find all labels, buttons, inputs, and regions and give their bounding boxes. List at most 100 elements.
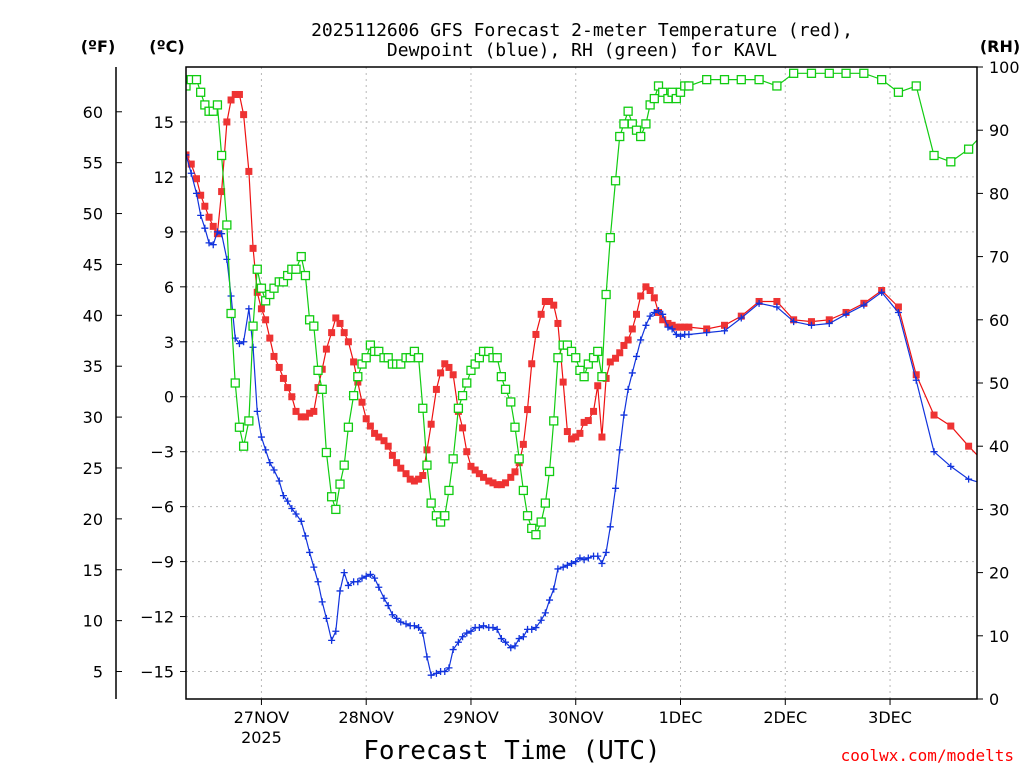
rh-point [196,87,206,97]
temperature-point [471,466,479,474]
temperature-point [894,303,902,311]
temperature-point [322,345,330,353]
dewpoint-point [677,332,685,340]
dewpoint-point [332,627,340,635]
rh-point [514,454,524,464]
dewpoint-point [511,642,519,650]
dewpoint-point [659,310,667,318]
temperature-point [624,336,632,344]
series-layer [186,68,977,679]
rh-point [462,378,472,388]
rh-point [623,106,633,116]
x-tick-label: 3DEC [868,708,912,727]
rh-point [510,422,520,432]
rh-point [571,353,581,363]
dewpoint-point [245,305,253,313]
c-tick-label: 15 [154,113,174,132]
rh-tick-label: 60 [989,311,1009,330]
temperature-point [201,202,209,210]
rh-point [946,157,956,167]
dewpoint-point [598,559,606,567]
rh-point [518,485,529,496]
dewpoint-point [344,581,352,589]
rh-point [191,74,202,85]
temperature-point [912,371,920,379]
dewpoint-point [489,624,497,632]
f-tick-label: 60 [83,103,103,122]
dewpoint-point [646,312,654,320]
temperature-point [419,472,427,480]
rh-point [877,74,887,85]
temperature-point [336,319,344,327]
rh-point [326,492,337,502]
temperature-point [681,323,689,331]
rh-point [300,270,311,281]
temperature-point [947,422,955,430]
dewpoint-point [755,299,763,307]
x-tick-label: 27NOV [234,708,290,727]
temperature-point [493,481,501,489]
rh-tick-label: 80 [989,184,1009,203]
rh-point [413,353,424,363]
temperature-point [584,417,592,425]
rh-point [291,264,301,274]
dewpoint-point [454,638,462,646]
rh-point [605,232,615,243]
c-tick-label: 6 [164,278,174,297]
rh-tick-label: 40 [989,437,1009,456]
temperature-point [524,406,532,414]
dewpoint-point [497,635,505,643]
rh-point [540,498,551,508]
dewpoint-point [449,646,457,654]
rh-point [597,372,607,382]
dewpoint-point [375,583,383,591]
temperature-point [192,175,200,183]
dewpoint-point [842,310,850,318]
credit-text: coolwx.com/modelts [841,746,1014,765]
temperature-point [292,407,300,415]
rh-point [506,397,516,407]
x-tick-label: 1DEC [659,708,703,727]
f-tick-label: 15 [83,561,103,580]
temperature-point [965,442,973,450]
temperature-point [279,374,287,382]
dewpoint-point [262,446,270,454]
f-tick-label: 5 [93,663,103,682]
temperature-point [563,428,571,436]
dewpoint-point [218,230,226,238]
rh-point [702,74,712,85]
x-tick-label: 2DEC [763,708,807,727]
dewpoint-point [240,338,248,346]
temperature-point [218,188,226,196]
temperature-point [825,316,833,324]
rh-tick-label: 90 [989,121,1009,140]
temperature-point [532,330,540,338]
dewpoint-point [432,669,440,677]
rh-point [186,81,191,91]
f-tick-label: 25 [83,459,103,478]
rh-point [335,479,345,489]
rh-point [396,359,406,369]
rh-tick-label: 50 [989,374,1009,393]
rh-point [339,460,349,470]
temperature-point [650,294,658,302]
f-tick-label: 35 [83,357,103,376]
temperature-point [612,354,620,362]
temperature-point [773,297,781,305]
temperature-point [568,435,576,443]
temperature-point [262,316,270,324]
dewpoint-point [580,556,588,564]
temperature-point [642,283,650,291]
dewpoint-point [594,552,602,560]
temperature-point [427,420,435,428]
rh-point [448,454,458,464]
dewpoint-point [284,497,292,505]
f-tick-label: 20 [83,510,103,529]
dewpoint-point [554,565,562,573]
dewpoint-point [297,517,305,525]
dewpoint-point [257,433,265,441]
dewpoint-point [410,622,418,630]
dewpoint-point [576,554,584,562]
